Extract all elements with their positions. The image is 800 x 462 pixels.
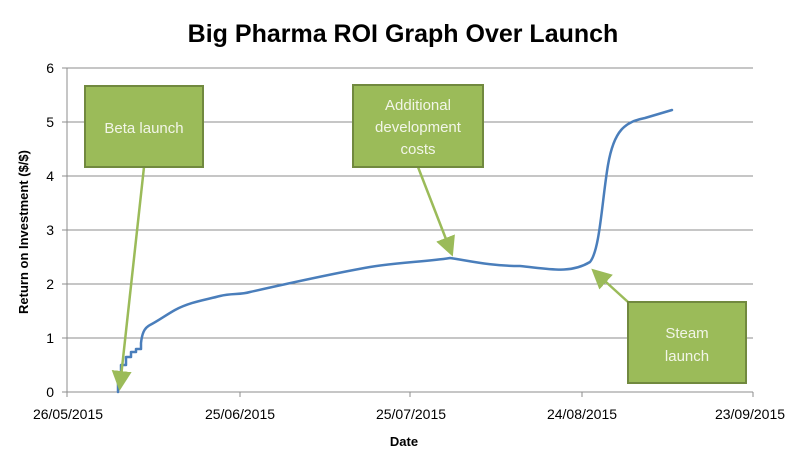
callout-steam-launch: Steam launch: [591, 268, 747, 384]
callout-label-line1: Steam: [665, 325, 708, 342]
callout-label-line1: Additional: [385, 97, 451, 114]
callout-label-line3: costs: [400, 141, 435, 158]
callout-arrow: [416, 166, 455, 257]
x-tick: 26/05/2015: [33, 406, 103, 422]
y-tick: 5: [46, 114, 54, 130]
x-tick: 24/08/2015: [547, 406, 617, 422]
y-tick: 6: [46, 60, 54, 76]
y-tick: 3: [46, 222, 54, 238]
x-tick: 25/07/2015: [376, 406, 446, 422]
callout-label-line2: development: [375, 119, 462, 136]
callout-label-line2: launch: [665, 348, 709, 365]
y-tick: 1: [46, 330, 54, 346]
callout-arrow: [591, 268, 629, 303]
y-axis-ticks: 6 5 4 3 2 1 0: [46, 60, 54, 400]
callout-box: [352, 84, 484, 168]
roi-series-line: [116, 108, 674, 394]
x-axis-label: Date: [390, 434, 418, 449]
x-tick: 23/09/2015: [715, 406, 785, 422]
y-tick: 0: [46, 384, 54, 400]
callout-box: [627, 301, 747, 384]
y-axis-label: Return on Investment ($/$): [16, 150, 31, 314]
y-tick: 4: [46, 168, 54, 184]
callout-beta-launch: Beta launch: [84, 85, 204, 391]
callout-arrow: [111, 166, 146, 391]
x-axis-ticks: 26/05/2015 25/06/2015 25/07/2015 24/08/2…: [33, 406, 785, 422]
axes: [62, 67, 754, 397]
chart-title: Big Pharma ROI Graph Over Launch: [188, 20, 619, 48]
x-tick: 25/06/2015: [205, 406, 275, 422]
callout-box: [84, 85, 204, 168]
callout-label: Beta launch: [104, 120, 183, 137]
callout-additional-development-costs: Additional development costs: [352, 84, 484, 257]
y-tick: 2: [46, 276, 54, 292]
